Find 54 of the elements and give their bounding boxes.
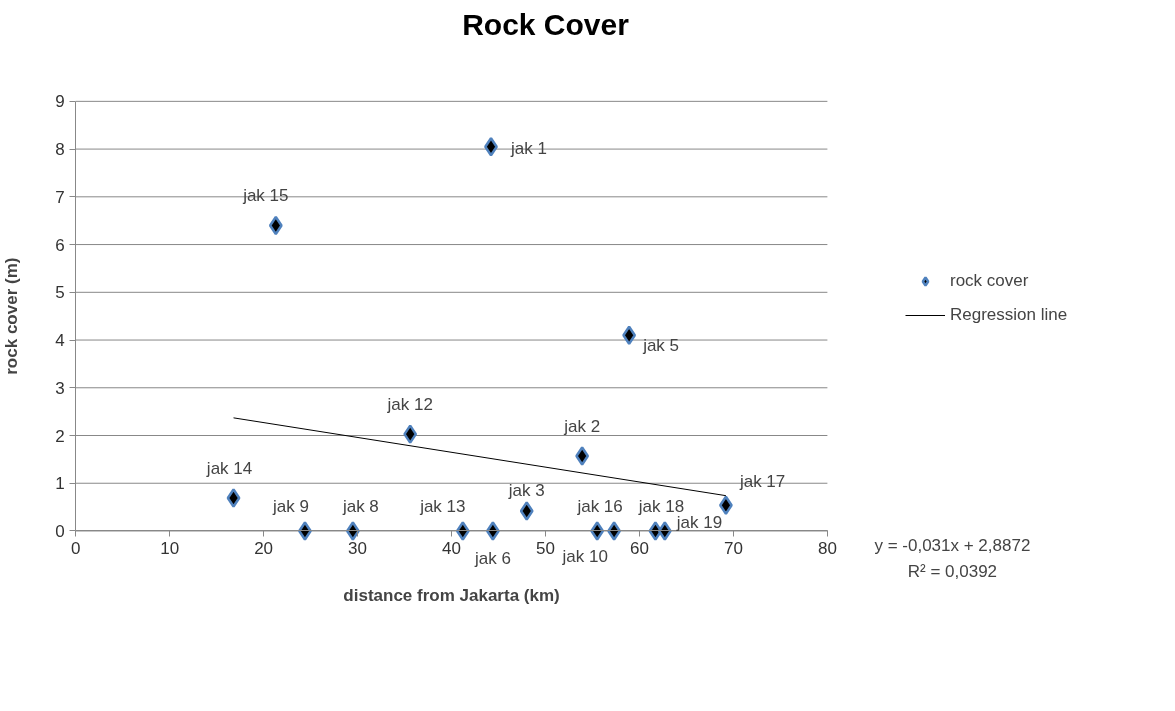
x-tick-label: 0: [70, 538, 81, 558]
annotation: jak 16: [576, 497, 623, 517]
x-tick-label: 20: [254, 538, 274, 558]
y-tick-label: 9: [55, 92, 65, 112]
y-tick-label: 5: [55, 283, 65, 303]
y-tick-label: 3: [55, 378, 65, 398]
point: [657, 521, 672, 541]
annotation: jak 15: [242, 185, 289, 205]
x-tick-label: 70: [723, 538, 743, 558]
y-tick-label: 1: [55, 474, 65, 494]
x-tick-label: 30: [348, 538, 368, 558]
point: [575, 446, 590, 466]
point: [607, 521, 622, 541]
x-tick-label: 80: [817, 538, 837, 558]
point: [345, 521, 360, 541]
x-tick-label: 10: [160, 538, 180, 558]
y-tick-label: 0: [55, 521, 65, 541]
annotation: jak 1: [510, 139, 547, 159]
annotation: jak 13: [419, 497, 466, 517]
x-axis-title: distance from Jakarta (km): [343, 585, 560, 605]
legend-label: rock cover: [950, 271, 1029, 291]
annotation: jak 3: [507, 481, 545, 501]
annotation: jak 2: [563, 416, 601, 436]
annotation: jak 5: [642, 335, 680, 355]
annotation: jak 12: [386, 394, 433, 414]
y-tick-label: 7: [55, 187, 65, 207]
point: [719, 495, 733, 515]
annotation: jak 8: [341, 497, 379, 517]
x-tick-label: 40: [442, 538, 461, 558]
point: [590, 521, 605, 541]
text: y = -0,031x + 2,8872: [874, 536, 1031, 556]
point: [519, 501, 534, 521]
point: [622, 325, 637, 346]
annotation: jak 6: [473, 549, 511, 569]
annotation: jak 14: [205, 458, 253, 478]
text: R² = 0,0392: [907, 562, 998, 582]
y-tick-label: 4: [55, 331, 65, 351]
point: [403, 424, 418, 444]
x-tick-label: 60: [630, 538, 649, 558]
y-tick-label: 8: [55, 140, 65, 160]
point: [298, 521, 312, 541]
annotation: jak 9: [271, 497, 309, 517]
point: [485, 521, 500, 541]
y-axis-title: rock cover (m): [2, 257, 22, 375]
annotation: jak 17: [738, 471, 786, 491]
legend-label: Regression line: [950, 305, 1068, 325]
y-tick-label: 6: [55, 235, 65, 255]
y-tick-label: 2: [55, 426, 65, 446]
point: [226, 488, 241, 508]
point: [268, 215, 283, 236]
point: [455, 521, 470, 541]
x-tick-label: 50: [536, 538, 555, 558]
chart-title: Rock Cover: [462, 7, 630, 41]
annotation: jak 10: [561, 547, 608, 567]
